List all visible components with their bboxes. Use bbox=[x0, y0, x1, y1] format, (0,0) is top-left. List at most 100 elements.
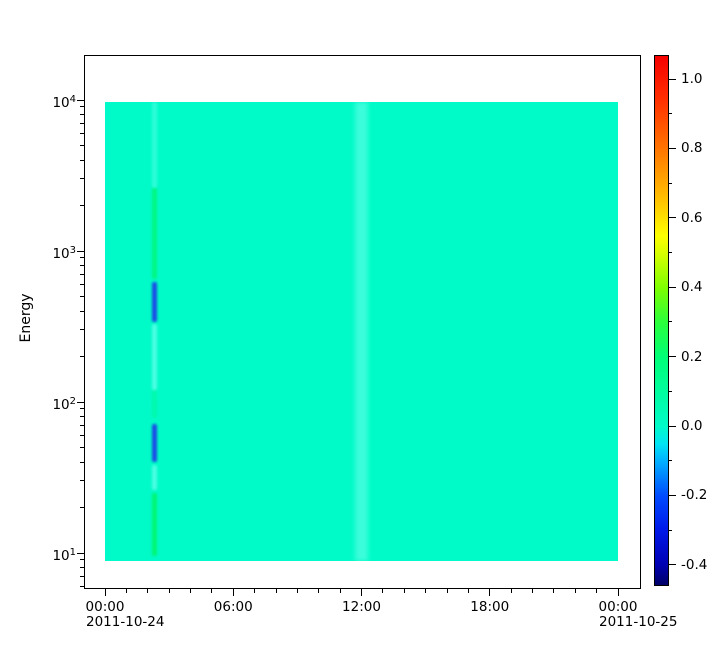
x-minor-tick bbox=[190, 588, 191, 593]
x-minor-tick bbox=[574, 588, 576, 593]
x-major-tick bbox=[361, 588, 362, 596]
x-minor-tick bbox=[382, 588, 384, 593]
x-minor-tick bbox=[403, 588, 405, 593]
y-minor-tick bbox=[80, 178, 84, 180]
x-tick-label: 06:00 bbox=[213, 599, 253, 615]
streak-segment bbox=[152, 492, 158, 557]
x-minor-tick bbox=[446, 588, 448, 593]
y-minor-tick bbox=[80, 461, 84, 463]
x-minor-tick bbox=[211, 588, 213, 593]
y-minor-tick bbox=[80, 416, 84, 418]
y-minor-tick bbox=[80, 446, 84, 448]
x-minor-tick bbox=[596, 588, 598, 593]
x-minor-tick bbox=[425, 588, 427, 593]
colorbar bbox=[654, 55, 669, 586]
y-minor-tick bbox=[80, 273, 84, 275]
y-tick-exponent: 3 bbox=[69, 245, 76, 256]
colorbar-tick-label: 0.8 bbox=[681, 140, 703, 157]
y-minor-tick bbox=[80, 159, 84, 161]
x-major-tick bbox=[617, 588, 619, 596]
streak-segment bbox=[152, 282, 158, 322]
y-minor-tick bbox=[80, 132, 84, 134]
streak-segment bbox=[152, 323, 158, 391]
y-minor-tick bbox=[80, 295, 84, 297]
y-tick-label: 103 bbox=[34, 241, 76, 262]
y-tick-exponent: 1 bbox=[69, 547, 76, 558]
colorbar-minor-tick bbox=[668, 460, 672, 462]
colorbar-tick-label: -0.4 bbox=[681, 556, 708, 573]
y-minor-tick bbox=[80, 310, 84, 312]
colorbar-major-tick bbox=[668, 425, 676, 427]
colorbar-tick-label: 0.6 bbox=[681, 209, 703, 226]
y-major-tick bbox=[76, 401, 84, 403]
y-tick-exponent: 4 bbox=[69, 94, 76, 105]
streak-segment bbox=[152, 102, 158, 189]
y-tick-base: 10 bbox=[52, 548, 70, 564]
y-tick-label: 104 bbox=[34, 90, 76, 111]
y-tick-base: 10 bbox=[52, 397, 70, 413]
y-minor-tick bbox=[80, 507, 84, 509]
y-minor-tick bbox=[80, 480, 84, 482]
x-minor-tick bbox=[125, 588, 127, 593]
y-tick-label: 102 bbox=[34, 392, 76, 413]
x-minor-tick bbox=[532, 588, 533, 593]
y-minor-tick bbox=[80, 575, 84, 577]
y-major-tick bbox=[76, 250, 84, 252]
x-major-tick bbox=[489, 588, 491, 596]
x-minor-tick bbox=[339, 588, 341, 593]
colorbar-minor-tick bbox=[668, 182, 672, 184]
x-date-label: 2011-10-25 bbox=[599, 614, 678, 630]
axes-frame bbox=[84, 55, 641, 589]
y-minor-tick bbox=[80, 567, 84, 569]
x-date-label: 2011-10-24 bbox=[86, 614, 165, 630]
y-minor-tick bbox=[80, 205, 84, 207]
y-minor-tick bbox=[80, 265, 84, 267]
x-minor-tick bbox=[168, 588, 170, 593]
y-minor-tick bbox=[80, 144, 84, 146]
y-minor-tick bbox=[80, 559, 84, 561]
band-feature bbox=[355, 102, 368, 561]
y-minor-tick bbox=[80, 424, 84, 426]
x-minor-tick bbox=[296, 588, 298, 593]
y-minor-tick bbox=[80, 434, 84, 436]
x-minor-tick bbox=[467, 588, 469, 593]
streak-segment bbox=[152, 423, 158, 463]
y-major-tick bbox=[76, 552, 84, 554]
colorbar-minor-tick bbox=[668, 390, 672, 392]
x-minor-tick bbox=[553, 588, 555, 593]
y-minor-tick bbox=[80, 106, 84, 108]
y-minor-tick bbox=[80, 356, 84, 358]
y-major-tick bbox=[76, 99, 84, 101]
colorbar-minor-tick bbox=[668, 529, 672, 531]
x-minor-tick bbox=[275, 588, 277, 593]
x-minor-tick bbox=[147, 588, 149, 593]
colorbar-tick-label: 0.0 bbox=[681, 418, 703, 434]
colorbar-tick-label: -0.2 bbox=[681, 487, 708, 504]
x-tick-label: 00:00 bbox=[85, 599, 125, 615]
y-tick-base: 10 bbox=[52, 95, 70, 111]
x-tick-label: 00:00 bbox=[598, 599, 638, 615]
colorbar-major-tick bbox=[668, 147, 676, 149]
colorbar-minor-tick bbox=[668, 321, 672, 323]
y-minor-tick bbox=[80, 122, 84, 124]
x-minor-tick bbox=[254, 588, 256, 593]
y-minor-tick bbox=[80, 283, 84, 285]
colorbar-major-tick bbox=[668, 356, 676, 358]
colorbar-major-tick bbox=[668, 78, 676, 80]
y-minor-tick bbox=[80, 408, 84, 410]
x-major-tick bbox=[104, 588, 106, 596]
colorbar-major-tick bbox=[668, 494, 676, 496]
x-tick-label: 18:00 bbox=[470, 599, 510, 615]
colorbar-tick-label: 1.0 bbox=[681, 71, 703, 87]
streak-segment bbox=[152, 390, 158, 419]
heatmap-image bbox=[105, 102, 618, 561]
y-tick-exponent: 2 bbox=[69, 396, 76, 407]
colorbar-minor-tick bbox=[668, 113, 672, 115]
x-minor-tick bbox=[510, 588, 512, 593]
x-minor-tick bbox=[318, 588, 320, 593]
y-minor-tick bbox=[80, 114, 84, 116]
colorbar-minor-tick bbox=[668, 252, 672, 253]
x-major-tick bbox=[232, 588, 234, 596]
colorbar-tick-label: 0.4 bbox=[681, 279, 703, 296]
